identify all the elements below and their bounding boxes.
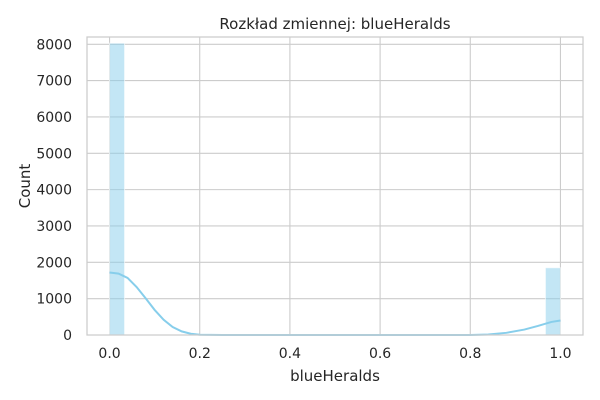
x-axis-label: blueHeralds — [290, 367, 380, 385]
x-tick-labels: 0.0 0.2 0.4 0.6 0.8 1.0 — [98, 346, 571, 362]
x-tick-label: 0.2 — [189, 346, 211, 362]
grid-lines — [87, 37, 583, 336]
y-tick-label: 5000 — [36, 146, 72, 162]
x-tick-label: 0.4 — [279, 346, 301, 362]
y-tick-label: 7000 — [36, 74, 72, 90]
histogram-bars — [109, 42, 561, 336]
plot-area — [87, 37, 583, 335]
kde-curve — [109, 271, 561, 336]
y-tick-label: 4000 — [36, 183, 72, 199]
histogram-bar — [109, 42, 126, 336]
histogram-bar — [544, 267, 561, 336]
y-axis-label: Count — [16, 164, 34, 209]
x-tick-label: 1.0 — [549, 346, 571, 362]
y-tick-label: 1000 — [36, 292, 72, 308]
y-tick-label: 2000 — [36, 255, 72, 271]
y-tick-label: 0 — [63, 328, 72, 344]
x-tick-label: 0.0 — [98, 346, 120, 362]
y-tick-label: 8000 — [36, 37, 72, 53]
chart-title: Rozkład zmiennej: blueHeralds — [219, 15, 450, 33]
x-tick-label: 0.8 — [459, 346, 481, 362]
y-tick-labels: 0 1000 2000 3000 4000 5000 6000 7000 8000 — [36, 37, 72, 344]
y-tick-label: 3000 — [36, 219, 72, 235]
plot-frame — [86, 36, 584, 336]
y-tick-label: 6000 — [36, 110, 72, 126]
x-tick-label: 0.6 — [369, 346, 391, 362]
